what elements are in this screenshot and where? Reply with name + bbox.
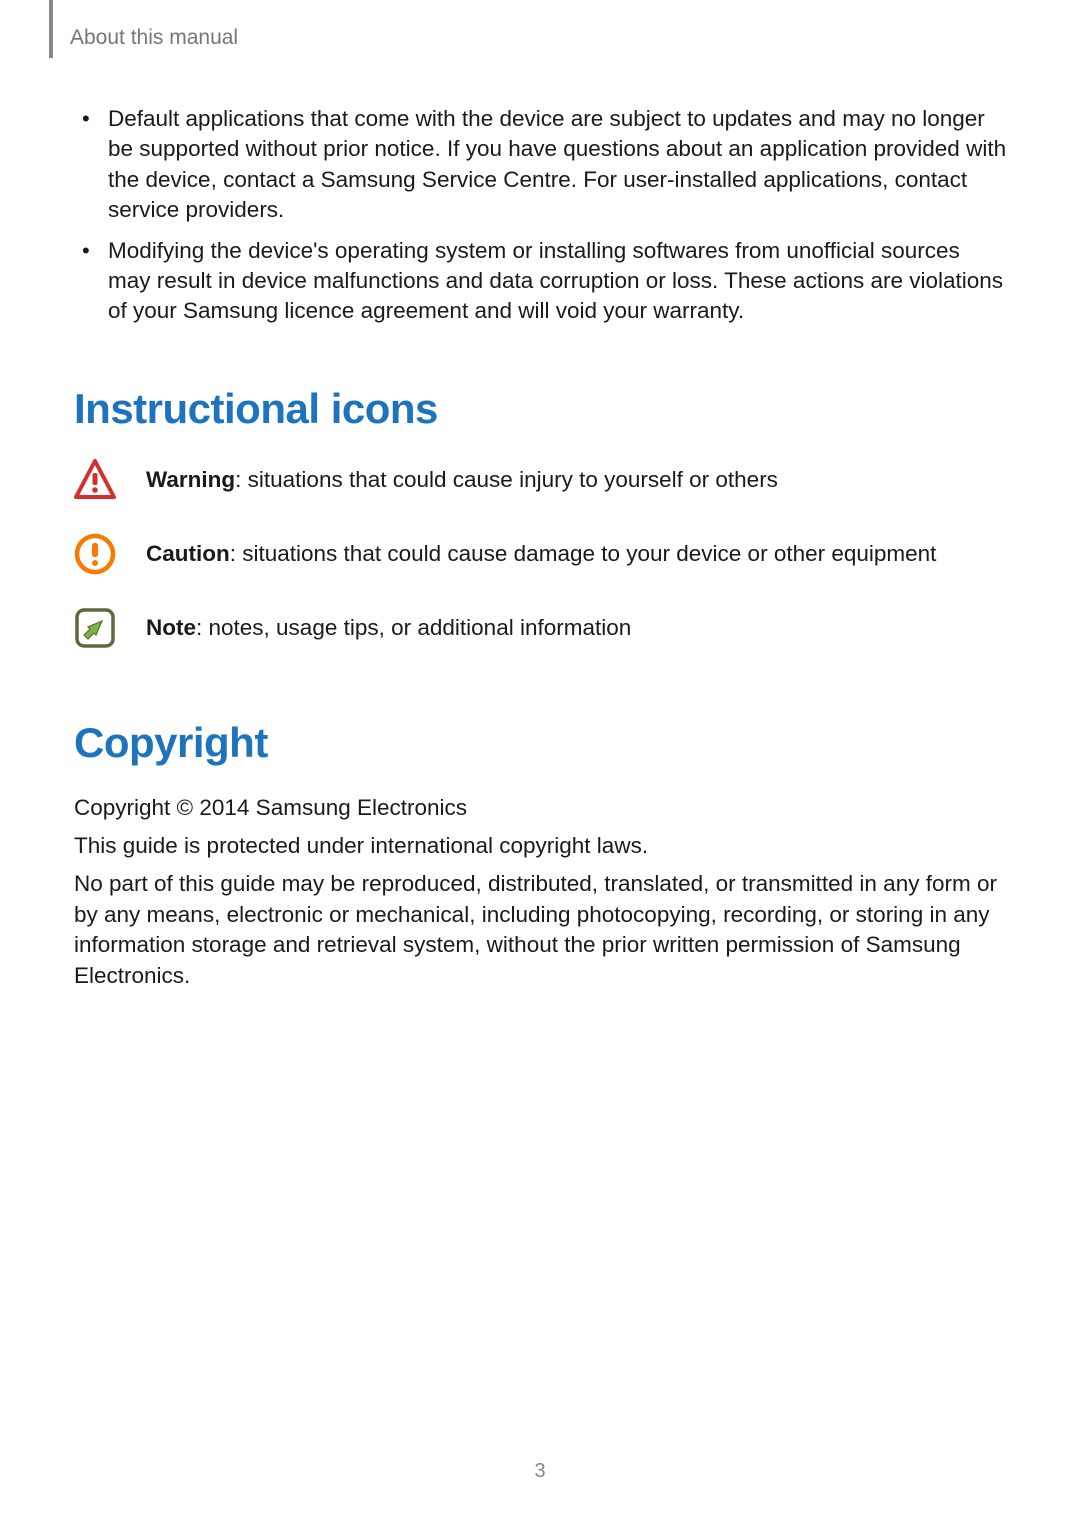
icon-row-note: Note: notes, usage tips, or additional i…	[74, 607, 1008, 649]
bullet-item: Default applications that come with the …	[108, 104, 1008, 226]
warning-label: Warning	[146, 467, 235, 492]
caution-text: Caution: situations that could cause dam…	[146, 538, 936, 570]
bullet-item: Modifying the device's operating system …	[108, 236, 1008, 327]
page-content: Default applications that come with the …	[74, 104, 1008, 999]
header-divider	[49, 0, 53, 58]
caution-icon	[74, 533, 116, 575]
note-desc: : notes, usage tips, or additional infor…	[196, 615, 631, 640]
bullet-list: Default applications that come with the …	[74, 104, 1008, 327]
note-icon	[74, 607, 116, 649]
caution-label: Caution	[146, 541, 230, 566]
warning-text: Warning: situations that could cause inj…	[146, 464, 778, 496]
icon-row-caution: Caution: situations that could cause dam…	[74, 533, 1008, 575]
page-number: 3	[0, 1460, 1080, 1483]
warning-icon	[74, 459, 116, 501]
copyright-para: This guide is protected under internatio…	[74, 831, 1008, 861]
caution-desc: : situations that could cause damage to …	[230, 541, 937, 566]
copyright-para: Copyright © 2014 Samsung Electronics	[74, 793, 1008, 823]
section-heading-copyright: Copyright	[74, 719, 1008, 767]
note-label: Note	[146, 615, 196, 640]
section-heading-icons: Instructional icons	[74, 385, 1008, 433]
copyright-para: No part of this guide may be reproduced,…	[74, 869, 1008, 991]
icon-row-warning: Warning: situations that could cause inj…	[74, 459, 1008, 501]
warning-desc: : situations that could cause injury to …	[235, 467, 778, 492]
note-text: Note: notes, usage tips, or additional i…	[146, 612, 631, 644]
header-title: About this manual	[70, 26, 238, 50]
